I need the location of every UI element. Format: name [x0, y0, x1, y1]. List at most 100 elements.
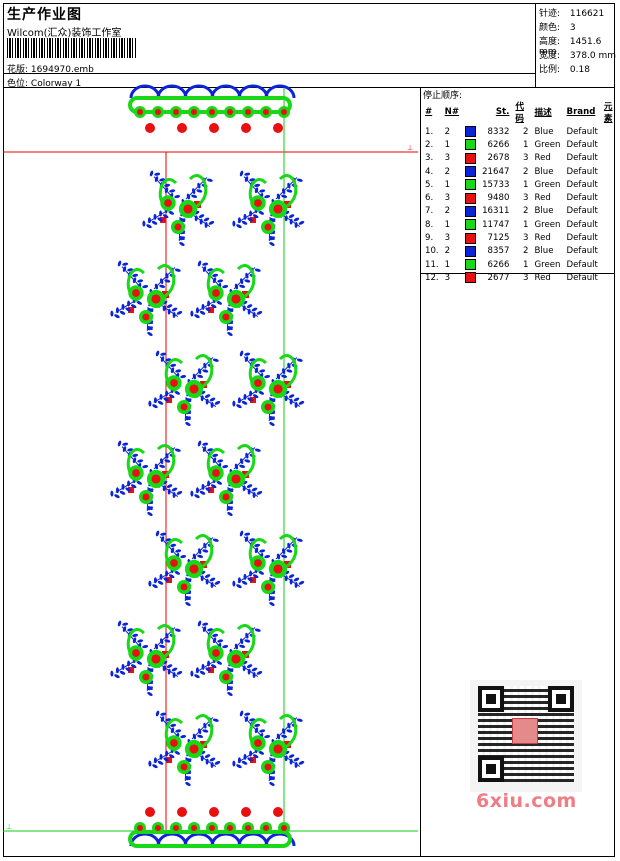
cell-num: 1. [425, 126, 434, 137]
blue-leaf-spray [190, 477, 222, 499]
table-row: 4. 2 21647 2 Blue Default [422, 165, 620, 178]
flower-motif [146, 469, 166, 489]
flower-motif [208, 465, 224, 481]
qr-code-icon [470, 680, 582, 792]
top-scalloped-border [128, 84, 296, 133]
design-label: 花版: [7, 65, 29, 75]
col-swatch [462, 100, 479, 125]
blue-leaf-spray [142, 207, 174, 229]
cell-swatch [462, 258, 479, 271]
cell-num: 10. [425, 246, 439, 257]
col-desc: 描述 [534, 108, 552, 118]
color-swatch [465, 139, 477, 151]
header-divider [3, 87, 615, 88]
cell-code: 3 [523, 233, 529, 244]
colorway-value: Colorway 1 [30, 79, 82, 89]
color-swatch [465, 126, 477, 138]
cell-n: 1 [444, 139, 451, 150]
flower-motif [171, 220, 185, 234]
blue-leaf-spray [117, 260, 149, 290]
cell-brand: Default [566, 246, 598, 257]
cell-desc: Green [534, 179, 561, 190]
blue-leaf-spray [197, 440, 229, 470]
cell-st: 16311 [482, 206, 510, 217]
green-scroll [236, 624, 256, 659]
cell-elem [601, 271, 620, 284]
color-swatch [465, 272, 477, 284]
cell-swatch [462, 271, 479, 284]
flower-motif [139, 670, 153, 684]
company-name: Wilcom(汇众)装饰工作室 [7, 28, 122, 39]
cell-desc: Red [534, 233, 551, 244]
flower-motif [139, 310, 153, 324]
flower-motif [208, 285, 224, 301]
col-brand: Brand [566, 107, 596, 117]
cell-brand: Default [566, 153, 598, 164]
flower-motif [268, 739, 288, 759]
flower-motif [219, 670, 233, 684]
blue-leaf-spray [110, 477, 142, 499]
green-scroll [236, 264, 256, 299]
cell-desc: Red [534, 193, 551, 204]
table-row: 11. 1 6266 1 Green Default [422, 258, 620, 271]
cell-swatch [462, 152, 479, 165]
cell-desc: Red [534, 272, 551, 283]
cell-st: 2677 [487, 272, 510, 283]
design-line: 花版: 1694970.emb [7, 62, 94, 75]
cell-num: 5. [425, 179, 434, 190]
cell-code: 1 [523, 179, 529, 190]
blue-leaf-spray [155, 350, 187, 380]
flower-motif [250, 375, 266, 391]
cell-brand: Default [566, 206, 598, 217]
cell-num: 4. [425, 166, 434, 177]
blue-leaf-spray [197, 620, 229, 650]
green-scroll [278, 174, 298, 209]
blue-leaf-spray [155, 530, 187, 560]
cell-st: 6266 [487, 259, 510, 270]
flower-motif [261, 220, 275, 234]
flower-motif [261, 760, 275, 774]
cell-brand: Default [566, 179, 598, 190]
flower-motif [250, 735, 266, 751]
cell-n: 3 [444, 153, 451, 164]
cell-brand: Default [566, 193, 598, 204]
col-stitches: St. [495, 107, 510, 117]
flower-motif [219, 310, 233, 324]
cell-swatch [462, 218, 479, 231]
blue-leaf-spray [239, 170, 271, 200]
table-row: 8. 1 11747 1 Green Default [422, 218, 620, 231]
cell-code: 2 [523, 166, 529, 177]
blue-leaf-spray [117, 620, 149, 650]
cell-brand: Default [566, 259, 598, 270]
flower-motif [268, 379, 288, 399]
green-scroll [156, 264, 176, 299]
color-swatch [465, 245, 477, 257]
flower-motif [268, 199, 288, 219]
cell-swatch [462, 205, 479, 218]
cell-brand: Default [566, 126, 598, 137]
color-swatch [465, 232, 477, 244]
cell-n: 1 [444, 179, 451, 190]
cell-code: 1 [523, 259, 529, 270]
cell-elem [601, 191, 620, 204]
flower-motif [128, 645, 144, 661]
embroidery-preview: ⊥⊥ [3, 84, 418, 848]
cell-desc: Blue [534, 206, 554, 217]
cell-num: 3. [425, 153, 434, 164]
flower-motif [226, 649, 246, 669]
blue-leaf-spray [190, 657, 222, 679]
cell-desc: Blue [534, 246, 554, 257]
table-row: 7. 2 16311 2 Blue Default [422, 205, 620, 218]
color-swatch [465, 219, 477, 231]
cell-elem [601, 245, 620, 258]
green-scroll [194, 354, 214, 389]
cell-st: 15733 [482, 179, 510, 190]
flower-motif [226, 469, 246, 489]
cell-elem [601, 178, 620, 191]
green-scroll [194, 534, 214, 569]
cell-n: 2 [444, 246, 451, 257]
cell-code: 2 [523, 206, 529, 217]
spec-width: 宽度: 378.0 mm [539, 51, 617, 61]
preview-divider [420, 87, 421, 857]
cell-num: 9. [425, 233, 434, 244]
